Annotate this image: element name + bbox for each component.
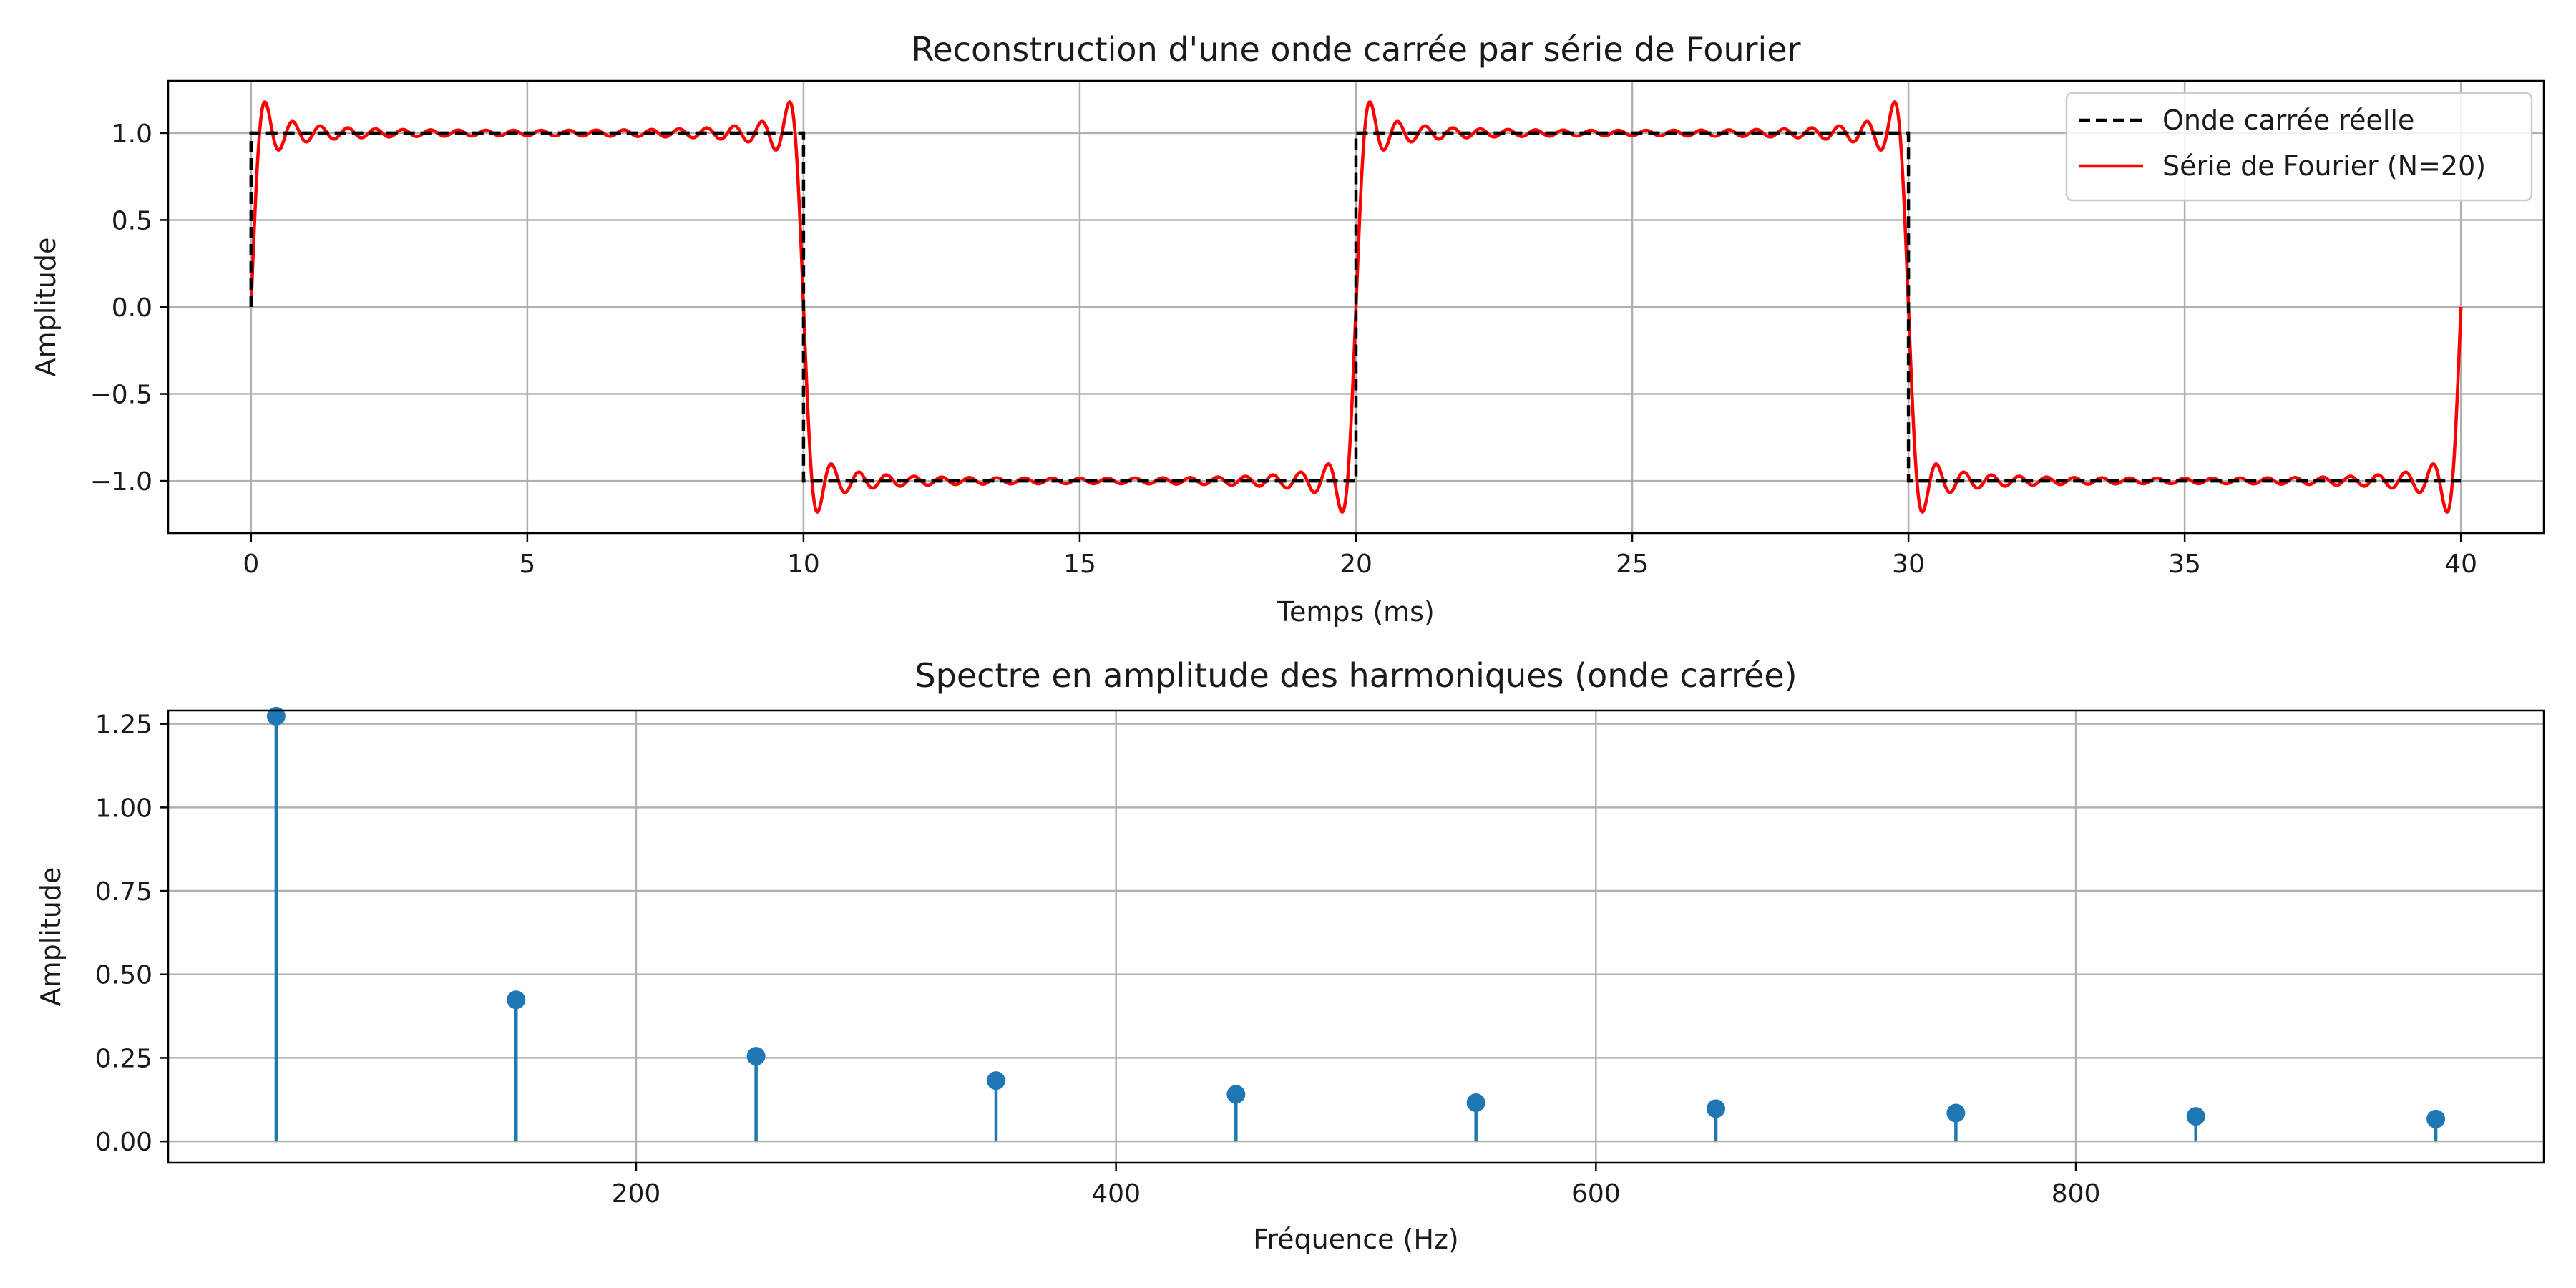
bottom-xtick-label: 400 xyxy=(1091,1179,1141,1209)
top-ytick-label: 0.5 xyxy=(112,206,152,235)
top-ytick-label: 0.0 xyxy=(112,293,152,323)
top-xtick-label: 40 xyxy=(2444,550,2477,579)
stem-marker xyxy=(2426,1109,2446,1128)
legend-box xyxy=(2065,92,2533,202)
top-chart-series xyxy=(249,100,2463,514)
top-ytick-label: −1.0 xyxy=(90,467,152,497)
stem-marker xyxy=(1466,1093,1485,1112)
stem-marker xyxy=(2186,1107,2205,1126)
stem-marker xyxy=(1226,1085,1246,1104)
top-ytick-label: −0.5 xyxy=(90,381,152,410)
stem-marker xyxy=(746,1047,766,1066)
bottom-ytick-label: 0.75 xyxy=(95,877,152,907)
top-xtick-label: 25 xyxy=(1616,550,1649,579)
legend-label-fourier-series: Série de Fourier (N=20) xyxy=(2162,150,2486,182)
top-xtick-label: 0 xyxy=(243,550,259,579)
top-chart-ticks: 0 5 10 15 20 25 30 35 40 −1.0 −0.5 0.0 0.5 1.0 xyxy=(90,119,2478,579)
top-chart-xlabel: Temps (ms) xyxy=(1277,596,1435,628)
top-xtick-label: 30 xyxy=(1892,550,1925,579)
top-ytick-label: 1.0 xyxy=(112,119,152,149)
top-xtick-label: 15 xyxy=(1063,550,1096,579)
bottom-chart-grid xyxy=(168,711,2544,1163)
stem-marker xyxy=(1707,1099,1726,1118)
bottom-ytick-label: 1.00 xyxy=(95,794,152,823)
bottom-ytick-label: 0.50 xyxy=(95,961,152,990)
top-xtick-label: 35 xyxy=(2168,550,2201,579)
top-chart-legend: Onde carrée réelle Série de Fourier (N=2… xyxy=(2065,92,2533,202)
legend-label-square-wave: Onde carrée réelle xyxy=(2162,104,2414,136)
bottom-chart-frame xyxy=(167,709,2545,1164)
bottom-ytick-label: 0.00 xyxy=(95,1128,152,1157)
fourier-reconstruction-chart: Reconstruction d'une onde carrée par sér… xyxy=(30,30,2545,628)
bottom-xtick-label: 200 xyxy=(612,1179,661,1209)
bottom-chart-ticks: 200 400 600 800 0.00 0.25 0.50 0.75 1.00 1.25 xyxy=(95,711,2101,1209)
harmonic-spectrum-chart: Spectre en amplitude des harmoniques (on… xyxy=(35,656,2545,1255)
bottom-chart-stems xyxy=(266,706,2446,1142)
bottom-chart-xlabel: Fréquence (Hz) xyxy=(1253,1224,1458,1255)
top-chart-ylabel: Amplitude xyxy=(30,238,62,377)
series-fourier-line xyxy=(249,100,2463,514)
stem-marker xyxy=(507,990,526,1010)
bottom-xtick-label: 600 xyxy=(1571,1179,1621,1209)
series-square-wave-line xyxy=(249,131,2462,483)
top-xtick-label: 5 xyxy=(519,550,535,579)
stem-marker xyxy=(986,1071,1005,1091)
bottom-ytick-label: 0.25 xyxy=(95,1044,152,1073)
bottom-ytick-label: 1.25 xyxy=(95,711,152,740)
stem-marker xyxy=(266,706,286,726)
bottom-xtick-label: 800 xyxy=(2051,1179,2101,1209)
bottom-chart-title: Spectre en amplitude des harmoniques (on… xyxy=(914,656,1797,695)
top-chart-title: Reconstruction d'une onde carrée par sér… xyxy=(911,30,1800,69)
stem-marker xyxy=(1946,1103,1966,1123)
top-xtick-label: 20 xyxy=(1340,550,1372,579)
bottom-chart-ylabel: Amplitude xyxy=(35,867,67,1007)
top-xtick-label: 10 xyxy=(787,550,820,579)
